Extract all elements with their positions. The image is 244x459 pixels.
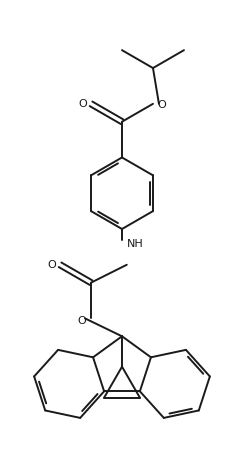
Text: O: O — [47, 259, 56, 269]
Text: O: O — [158, 100, 166, 110]
Text: O: O — [78, 98, 87, 108]
Text: O: O — [78, 315, 86, 325]
Text: NH: NH — [127, 239, 143, 249]
